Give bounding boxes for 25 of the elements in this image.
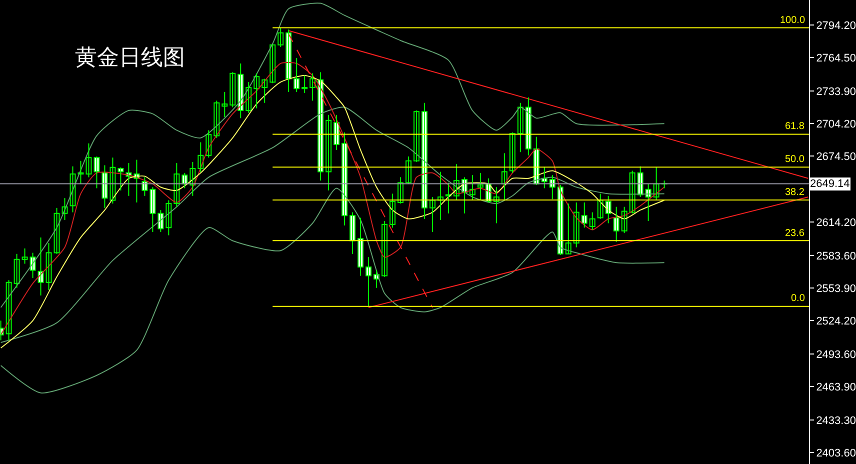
y-tick-label: 2493.60 [816,348,856,361]
y-tick-label: 2614.20 [816,216,856,229]
line-series [0,188,665,394]
y-tick-label: 2524.20 [816,315,856,328]
annotation: 0.0 [791,293,806,304]
annotation: 100.0 [780,15,806,26]
annotation: 50.0 [785,154,805,165]
candlestick [118,166,124,191]
y-tick-label: 2704.20 [816,118,856,130]
y-tick-label: 2764.50 [816,52,856,64]
annotation: 38.2 [785,187,805,198]
y-tick-label: 2403.60 [816,447,856,460]
annotation: 61.8 [785,121,805,132]
y-tick-label: 2553.90 [816,282,856,295]
y-tick-label: 2674.50 [816,150,856,163]
y-tick-label: 2583.60 [816,250,856,262]
y-tick-label: 2433.30 [816,414,856,427]
y-tick-label: 2733.90 [816,86,856,98]
y-tick-label: 2463.90 [816,381,856,394]
annotation: 23.6 [785,228,805,239]
line-series [0,2,665,308]
ref-line-label: 2649.14 [810,178,850,190]
candlestick [22,248,28,264]
y-tick-label: 2794.20 [816,20,856,32]
text: 黄金日线图 [75,44,185,70]
